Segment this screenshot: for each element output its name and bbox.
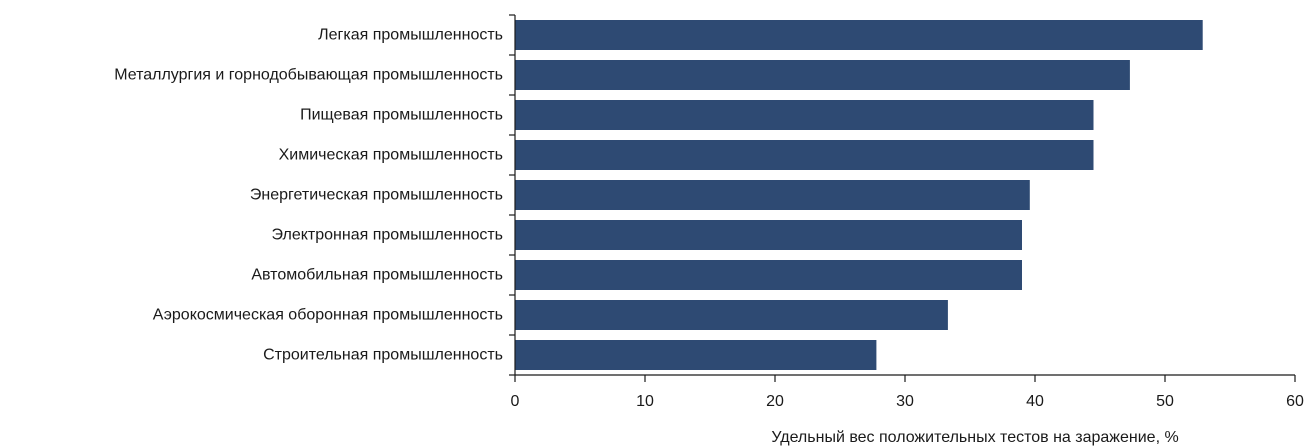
bars-group: [515, 20, 1203, 370]
bar: [515, 220, 1022, 250]
bar: [515, 100, 1094, 130]
x-tick-label: 20: [766, 393, 784, 410]
x-tick-label: 10: [636, 393, 654, 410]
category-label: Легкая промышленность: [318, 27, 503, 44]
bar: [515, 20, 1203, 50]
category-label: Строительная промышленность: [263, 347, 503, 364]
x-tick-label: 50: [1156, 393, 1174, 410]
x-tick-label: 40: [1026, 393, 1044, 410]
category-labels: Легкая промышленность Металлургия и горно…: [114, 27, 503, 364]
category-label: Электронная промышленность: [272, 227, 503, 244]
bar: [515, 180, 1030, 210]
bar: [515, 300, 948, 330]
bar: [515, 60, 1130, 90]
category-label: Химическая промышленность: [279, 147, 503, 164]
category-label: Аэрокосмическая оборонная промышленность: [153, 307, 503, 324]
category-label: Автомобильная промышленность: [251, 267, 503, 284]
category-label: Металлургия и горнодобывающая промышленн…: [114, 67, 503, 84]
bar: [515, 140, 1094, 170]
bar: [515, 260, 1022, 290]
x-axis-title: Удельный вес положительных тестов на зар…: [771, 429, 1178, 446]
category-label: Пищевая промышленность: [300, 107, 503, 124]
x-axis-ticks: 0 10 20 30 40 50 60: [511, 375, 1304, 410]
x-tick-label: 60: [1286, 393, 1304, 410]
category-label: Энергетическая промышленность: [250, 187, 503, 204]
y-axis-ticks: [509, 14, 515, 376]
x-tick-label: 30: [896, 393, 914, 410]
bar: [515, 340, 877, 370]
x-tick-label: 0: [511, 393, 520, 410]
